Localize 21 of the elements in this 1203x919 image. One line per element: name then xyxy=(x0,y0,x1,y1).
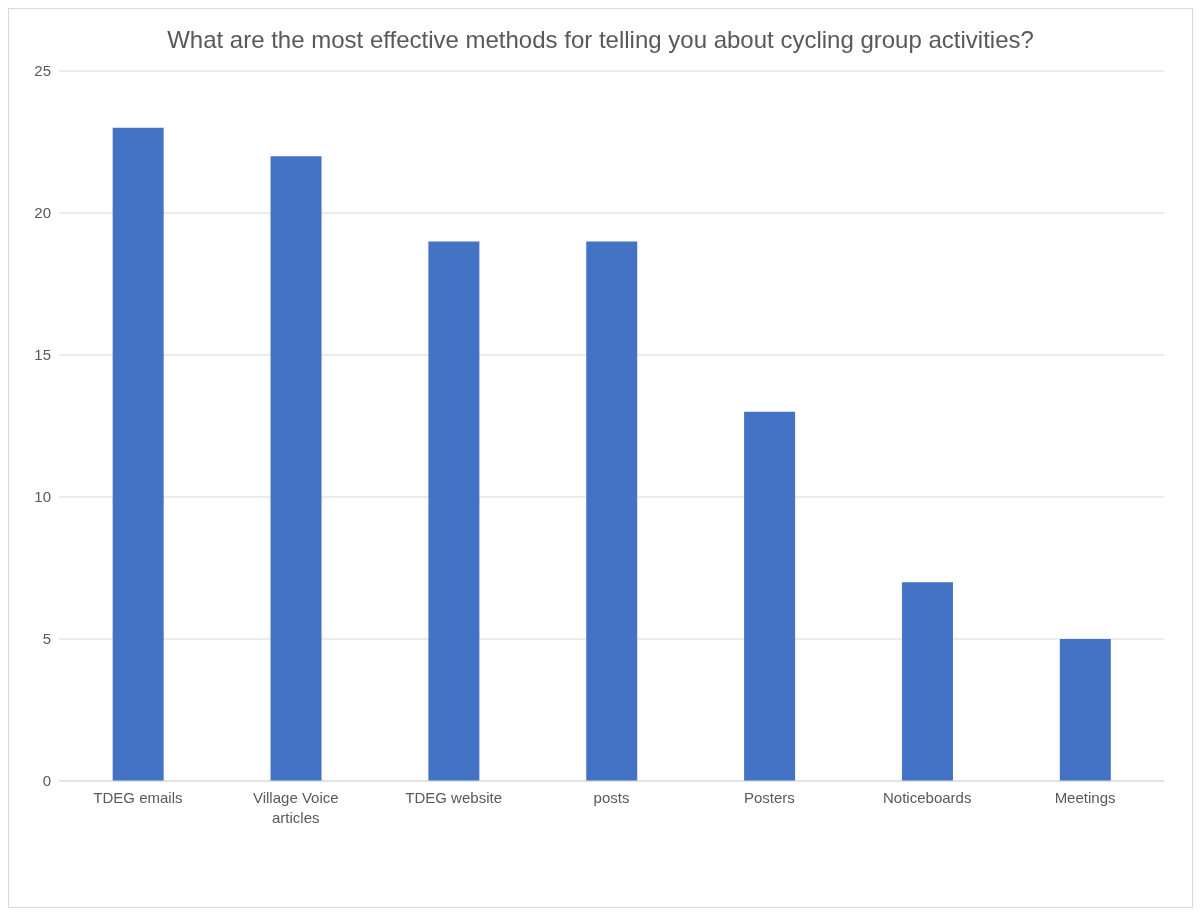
chart-title: What are the most effective methods for telling you about cycling group activities? xyxy=(166,25,1035,55)
x-tick-label: posts xyxy=(593,789,630,806)
x-tick-label: TDEG emails xyxy=(93,789,183,806)
bar xyxy=(428,241,480,781)
y-tick-label: 20 xyxy=(34,204,51,222)
y-tick-label: 5 xyxy=(42,630,51,648)
x-tick-label: Noticeboards xyxy=(883,789,972,806)
y-tick-label: 15 xyxy=(34,346,51,364)
bar xyxy=(112,127,164,781)
bar xyxy=(586,241,638,781)
x-tick-label: Meetings xyxy=(1054,789,1116,806)
bar xyxy=(901,582,953,781)
bar xyxy=(1059,639,1111,781)
y-tick-label: 10 xyxy=(34,488,51,506)
bar xyxy=(270,156,322,781)
x-tick-label: Village Voice articles xyxy=(252,789,339,826)
x-tick-label: TDEG website xyxy=(405,789,502,806)
y-tick-label: 25 xyxy=(34,62,51,80)
bar xyxy=(744,411,796,781)
y-tick-label: 0 xyxy=(42,772,51,790)
x-tick-label: Posters xyxy=(743,789,795,806)
